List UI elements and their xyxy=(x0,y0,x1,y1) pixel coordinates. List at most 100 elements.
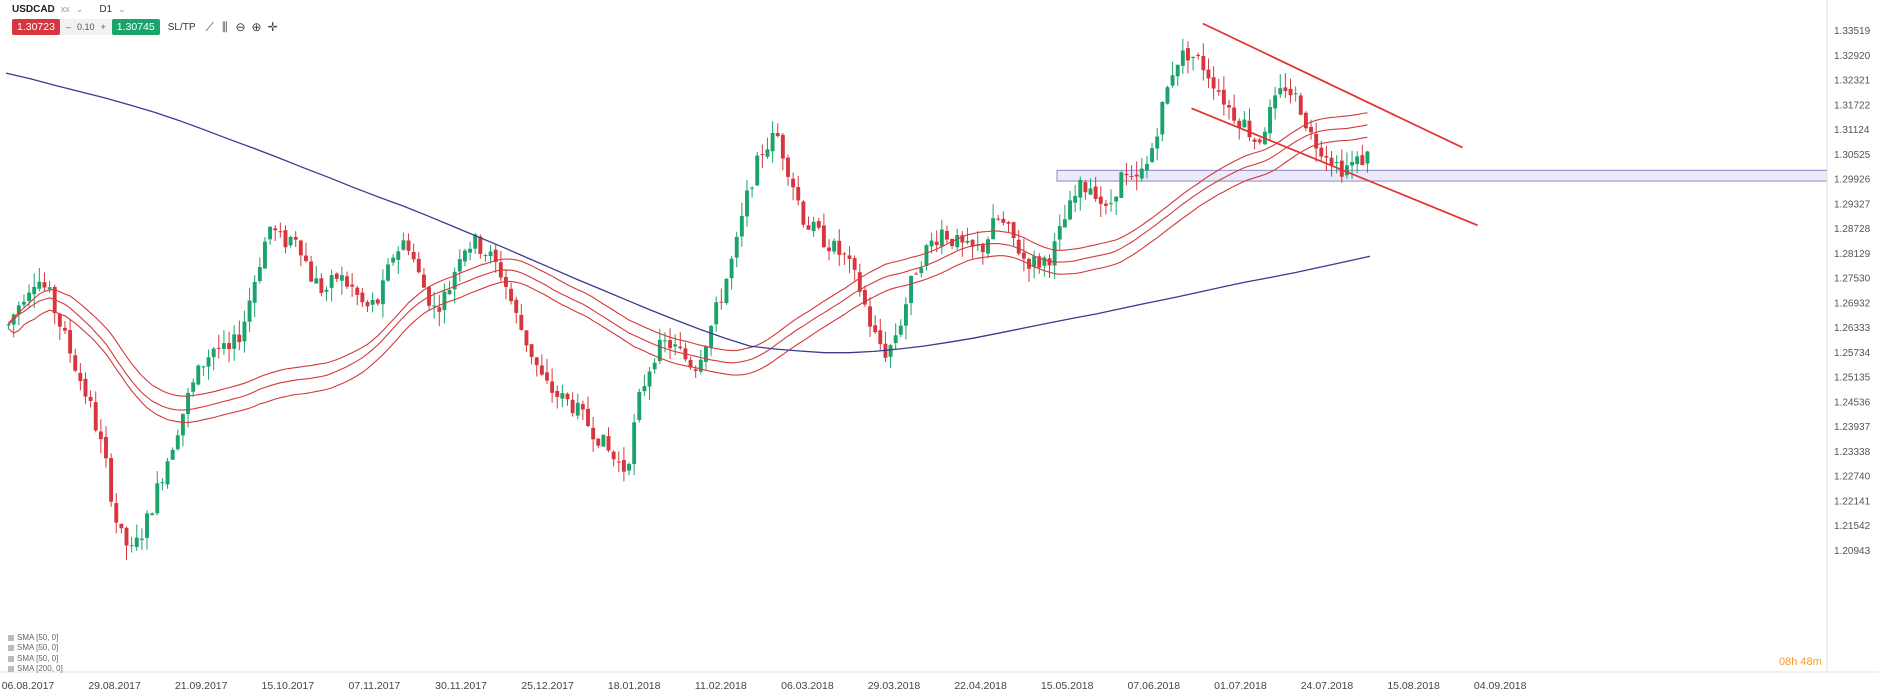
candle-body xyxy=(827,247,831,252)
candle-body xyxy=(396,251,401,260)
candle-body xyxy=(1119,172,1124,198)
chevron-down-icon[interactable]: ⌄ xyxy=(75,3,84,14)
candle-body xyxy=(104,436,108,459)
candle-body xyxy=(1288,88,1293,96)
candle-body xyxy=(68,330,73,354)
candle-body xyxy=(796,186,801,201)
sell-button[interactable]: 1.30723 xyxy=(12,19,60,35)
candle-body xyxy=(1124,173,1129,176)
candle-body xyxy=(719,301,724,303)
candle-body xyxy=(801,201,806,225)
legend-item[interactable]: SMA [50, 0] xyxy=(8,643,63,653)
trendline[interactable] xyxy=(1191,107,1478,227)
symbol-name[interactable]: USDCAD xyxy=(12,3,55,15)
candle-body xyxy=(170,449,175,460)
indicator-icon[interactable]: ⫼ xyxy=(221,19,228,34)
candle-body xyxy=(93,402,98,431)
candle-body xyxy=(488,251,493,257)
candle-body xyxy=(1165,87,1170,104)
candle-body xyxy=(519,314,524,330)
y-tick-label: 1.33519 xyxy=(1834,26,1871,37)
zoom-in-icon[interactable]: ⊕ xyxy=(251,20,262,34)
candle-body xyxy=(606,436,611,451)
candle-body xyxy=(73,355,78,371)
legend-item[interactable]: SMA [50, 0] xyxy=(8,633,63,643)
plus-icon[interactable]: + xyxy=(100,22,106,32)
volume-stepper[interactable]: – 0.10 + xyxy=(59,19,112,35)
candle-body xyxy=(180,413,185,436)
legend-item[interactable]: SMA [50, 0] xyxy=(8,654,63,664)
x-tick-label: 30.11.2017 xyxy=(435,680,487,692)
candle-body xyxy=(1365,151,1370,164)
candle-body xyxy=(1098,196,1103,204)
candle-body xyxy=(914,273,919,275)
candle-body xyxy=(278,231,283,233)
candle-body xyxy=(1206,69,1211,79)
candle-body xyxy=(575,402,580,416)
sma-band-middle xyxy=(8,124,1368,411)
candle-body xyxy=(1211,77,1216,89)
candle-body xyxy=(745,190,749,217)
candle-body xyxy=(1160,101,1165,135)
candle-body xyxy=(1134,174,1139,177)
candle-body xyxy=(1196,54,1201,57)
y-tick-label: 1.32321 xyxy=(1834,76,1871,87)
candle-body xyxy=(611,451,616,460)
crosshair-icon[interactable]: ✛ xyxy=(267,20,278,34)
candle-body xyxy=(703,346,708,362)
candle-body xyxy=(621,459,626,472)
candle-body xyxy=(150,513,155,516)
buy-button[interactable]: 1.30745 xyxy=(111,19,160,35)
candle-body xyxy=(360,292,365,303)
support-zone[interactable] xyxy=(1056,169,1828,182)
candle-body xyxy=(134,537,139,548)
candle-body xyxy=(221,343,226,349)
candle-body xyxy=(852,258,857,270)
candle-body xyxy=(206,357,211,367)
sma200-line xyxy=(5,72,1371,354)
y-tick-label: 1.23937 xyxy=(1834,422,1871,433)
candle-body xyxy=(709,325,714,348)
timeframe[interactable]: D1 xyxy=(99,3,113,15)
trendlines[interactable] xyxy=(1191,22,1478,227)
candle-body xyxy=(539,365,544,375)
candle-body xyxy=(1344,165,1349,176)
candle-body xyxy=(878,330,883,345)
candle-body xyxy=(734,236,739,258)
candle-body xyxy=(1129,175,1134,177)
candle-body xyxy=(1088,188,1093,195)
legend-item[interactable]: SMA [200, 0] xyxy=(8,664,63,674)
candle-body xyxy=(1144,163,1149,171)
trendline[interactable] xyxy=(1202,22,1463,149)
candle-body xyxy=(339,275,344,281)
candle-body xyxy=(647,371,652,387)
line-chart-icon[interactable]: ⟋ xyxy=(205,19,214,34)
candle-body xyxy=(247,300,252,322)
candle-body xyxy=(996,218,1001,220)
y-tick-label: 1.22740 xyxy=(1834,472,1871,483)
candle-body xyxy=(473,234,478,249)
candle-body xyxy=(806,225,811,230)
candle-body xyxy=(63,327,67,331)
chevron-down-icon[interactable]: ⌄ xyxy=(118,3,126,14)
y-tick-label: 1.23338 xyxy=(1834,447,1871,458)
candle-body xyxy=(78,372,83,382)
candle-body xyxy=(442,291,447,311)
candle-body xyxy=(765,149,770,157)
candle-body xyxy=(534,357,539,366)
y-tick-label: 1.26932 xyxy=(1834,298,1871,309)
candle-body xyxy=(591,427,596,440)
minus-icon[interactable]: – xyxy=(65,22,71,32)
candle-body xyxy=(98,431,103,440)
x-tick-label: 06.08.2017 xyxy=(2,680,55,692)
candle-body xyxy=(129,545,134,547)
sltp-button[interactable]: SL/TP xyxy=(167,21,196,33)
legend-label: SMA [50, 0] xyxy=(17,643,59,653)
volume-value[interactable]: 0.10 xyxy=(76,22,95,32)
candle-body xyxy=(309,261,314,282)
candle-body xyxy=(165,461,170,485)
y-tick-label: 1.31124 xyxy=(1834,125,1870,136)
candle-body xyxy=(903,304,908,326)
zoom-out-icon[interactable]: ⊖ xyxy=(235,20,246,34)
